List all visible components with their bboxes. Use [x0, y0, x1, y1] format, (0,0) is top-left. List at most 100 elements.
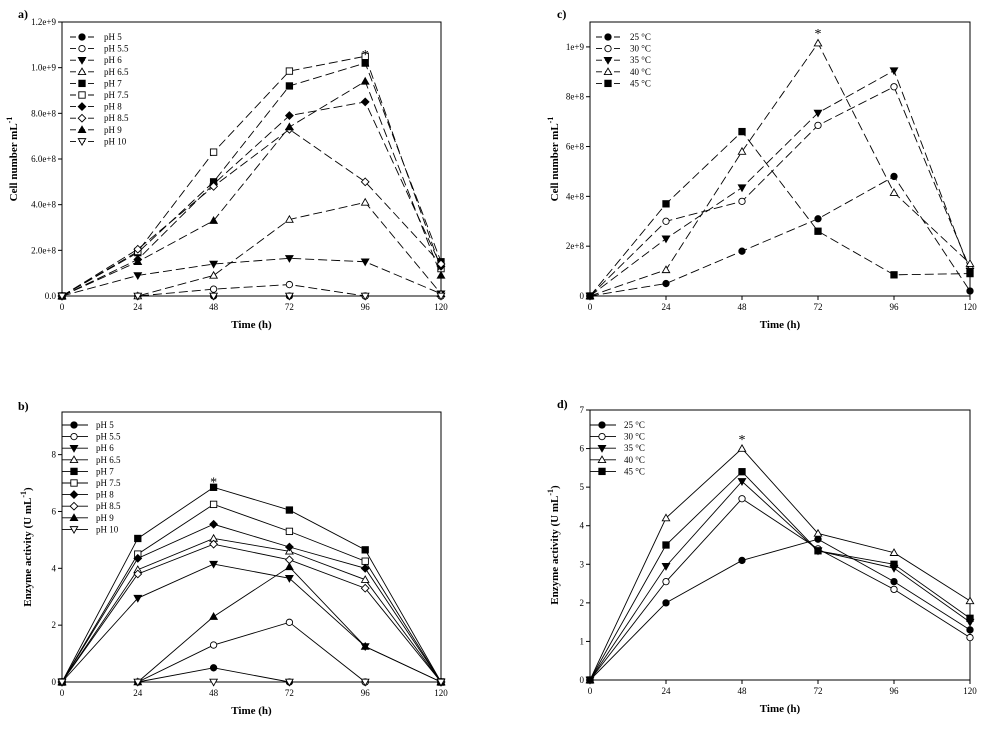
- data-point: [209, 641, 218, 649]
- series-1: [586, 172, 974, 300]
- legend-label: pH 8.5: [96, 501, 121, 511]
- data-point: [966, 269, 974, 278]
- data-point: [814, 227, 822, 235]
- data-point: [436, 259, 446, 269]
- significance-star: *: [739, 433, 746, 448]
- data-point: [737, 184, 747, 193]
- x-tick-label: 0: [588, 686, 593, 696]
- data-point: [661, 562, 671, 571]
- data-point: [966, 614, 974, 622]
- y-tick-label: 2e+8: [566, 241, 585, 251]
- y-tick-label: 1: [580, 636, 585, 646]
- data-point: [360, 177, 370, 187]
- data-point: [285, 618, 294, 626]
- legend-marker: [77, 138, 87, 147]
- data-point: [662, 217, 670, 225]
- y-axis-title-end: ): [22, 487, 34, 491]
- legend-marker: [69, 444, 79, 453]
- panel-c: 0 24 48 72 96 120 0 2e+8 4e+8 6e+8 8e+8 1e+9 Time (h…: [546, 7, 977, 331]
- data-point: [209, 292, 219, 301]
- legend-marker: [78, 91, 86, 99]
- y-tick-label: 4: [580, 521, 585, 531]
- data-point: [361, 546, 369, 554]
- data-point: [133, 292, 143, 301]
- legend-marker: [78, 33, 86, 41]
- panel-label: d): [557, 397, 568, 411]
- legend-marker: [69, 490, 79, 500]
- x-tick-label: 24: [662, 302, 672, 312]
- legend-marker: [598, 467, 606, 476]
- data-point: [284, 678, 294, 687]
- legend: 25 °C 30 °C35 °C 40 °C45 °C: [596, 32, 651, 88]
- y-axis-title-text: Enzyme activity (U mL: [22, 498, 34, 607]
- series-line: [61, 80, 442, 297]
- series-line: [61, 523, 442, 683]
- legend-label: 35 °C: [624, 443, 645, 453]
- legend-label: pH 7: [104, 78, 122, 88]
- x-tick-label: 72: [285, 302, 294, 312]
- y-axis-title-text: Cell number mL: [549, 123, 561, 201]
- x-tick-label: 120: [963, 686, 977, 696]
- series-9: [57, 562, 446, 686]
- series-3: [585, 478, 975, 685]
- plot-frame: [589, 21, 971, 297]
- legend-marker: [597, 444, 607, 453]
- series-line: [589, 175, 971, 297]
- data-point: [965, 259, 975, 267]
- data-point: [209, 285, 218, 293]
- data-point: [209, 678, 219, 687]
- data-point: [965, 596, 975, 605]
- legend-marker: [598, 432, 606, 441]
- data-point: [813, 528, 823, 537]
- data-point: [284, 562, 294, 571]
- y-tick-label: 0: [52, 677, 57, 687]
- data-point: [360, 76, 370, 85]
- y-tick-label: 0: [580, 675, 585, 685]
- legend-label: 40 °C: [624, 455, 645, 465]
- x-tick-label: 72: [285, 688, 294, 698]
- significance-star: *: [210, 476, 217, 491]
- data-point: [890, 585, 898, 594]
- y-axis-title-sup: -1: [546, 117, 555, 124]
- legend-label: pH 5: [96, 420, 114, 430]
- data-point: [586, 292, 594, 300]
- series-2: [586, 83, 974, 300]
- y-tick-label: 8.0e+8: [31, 108, 56, 118]
- x-axis-title: Time (h): [760, 319, 801, 331]
- data-point: [813, 109, 823, 118]
- series-line: [61, 543, 442, 683]
- plot-frame: [61, 411, 442, 683]
- series-line: [61, 55, 442, 297]
- x-tick-label: 120: [434, 302, 448, 312]
- data-point: [361, 557, 369, 565]
- data-point: [133, 678, 143, 687]
- data-point: [284, 122, 294, 131]
- legend-marker: [69, 501, 79, 511]
- legend-marker: [70, 421, 78, 429]
- data-point: [133, 569, 143, 579]
- data-point: [662, 200, 670, 208]
- y-tick-label: 8: [52, 450, 57, 460]
- legend-label: pH 9: [104, 125, 122, 135]
- series-line: [61, 563, 442, 683]
- legend-marker: [604, 44, 612, 53]
- data-point: [209, 664, 218, 672]
- data-point: [360, 97, 370, 107]
- legend-label: pH 7.5: [104, 90, 129, 100]
- data-point: [284, 292, 294, 301]
- legend-label: 30 °C: [630, 44, 651, 54]
- legend-label: pH 9: [96, 513, 114, 523]
- data-point: [361, 59, 369, 67]
- legend-label: pH 5: [104, 32, 122, 42]
- legend-label: pH 5.5: [104, 44, 129, 54]
- series-line: [61, 62, 442, 297]
- legend-marker: [77, 113, 87, 123]
- data-point: [360, 575, 370, 583]
- legend-marker: [603, 56, 613, 65]
- series-2: [58, 280, 445, 300]
- data-point: [285, 527, 294, 536]
- legend-marker: [603, 67, 613, 76]
- data-point: [284, 575, 294, 583]
- data-point: [738, 495, 746, 503]
- data-point: [284, 255, 294, 263]
